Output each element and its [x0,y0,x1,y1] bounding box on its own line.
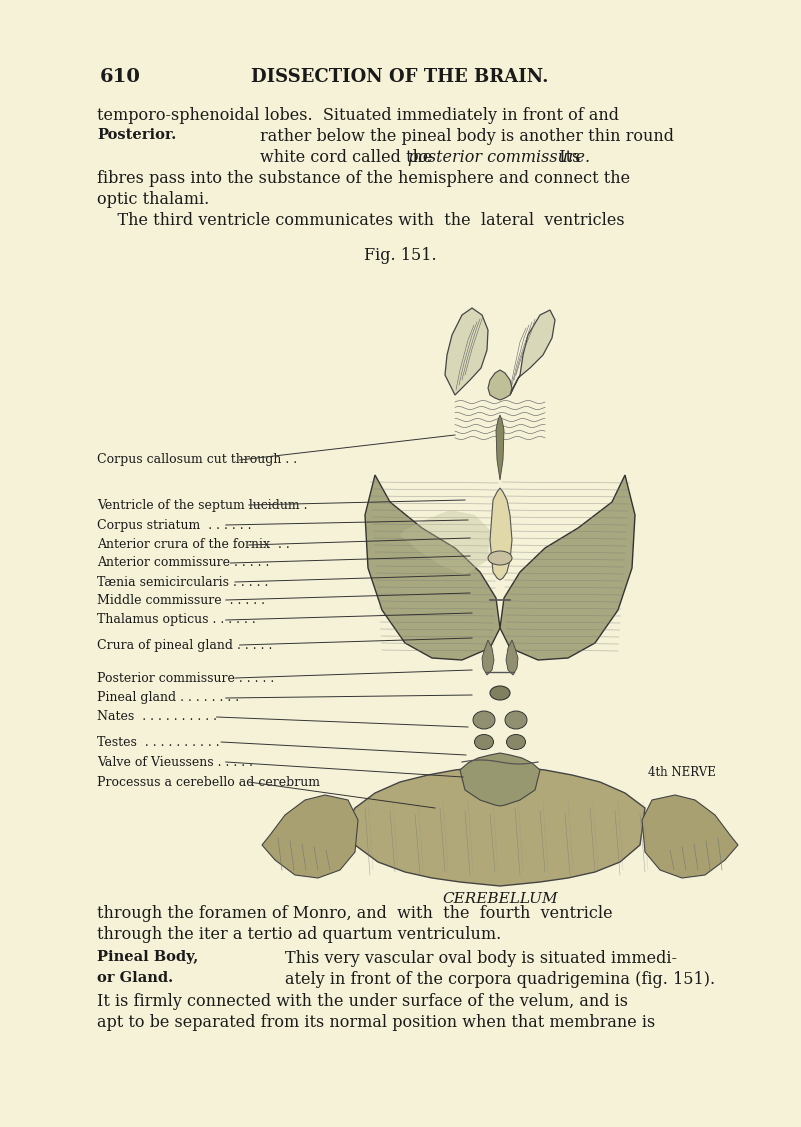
Text: It is firmly connected with the under surface of the velum, and is: It is firmly connected with the under su… [97,993,628,1010]
Text: The third ventricle communicates with  the  lateral  ventricles: The third ventricle communicates with th… [97,212,625,229]
Text: Middle commissure  . . . . .: Middle commissure . . . . . [97,594,265,606]
Text: 4th NERVE: 4th NERVE [648,765,716,779]
Ellipse shape [506,735,525,749]
Text: apt to be separated from its normal position when that membrane is: apt to be separated from its normal posi… [97,1014,655,1031]
Text: fibres pass into the substance of the hemisphere and connect the: fibres pass into the substance of the he… [97,170,630,187]
Text: Pineal gland . . . . . . . .: Pineal gland . . . . . . . . [97,692,239,704]
Text: Valve of Vieussens . . . . .: Valve of Vieussens . . . . . [97,755,253,769]
Polygon shape [642,795,738,878]
Text: Anterior crura of the fornix  . .: Anterior crura of the fornix . . [97,539,290,551]
Text: CEREBELLUM: CEREBELLUM [442,891,557,906]
Text: Processus a cerebello ad cerebrum: Processus a cerebello ad cerebrum [97,775,320,789]
Text: through the iter a tertio ad quartum ventriculum.: through the iter a tertio ad quartum ven… [97,926,501,943]
Polygon shape [488,370,512,400]
Text: Crura of pineal gland . . . . .: Crura of pineal gland . . . . . [97,639,272,651]
Polygon shape [482,640,494,675]
Polygon shape [460,753,540,806]
Text: ately in front of the corpora quadrigemina (fig. 151).: ately in front of the corpora quadrigemi… [285,971,715,988]
Ellipse shape [488,551,512,565]
Polygon shape [262,795,358,878]
Text: Anterior commissure . . . . .: Anterior commissure . . . . . [97,557,269,569]
Text: Pineal Body,: Pineal Body, [97,950,199,964]
Text: rather below the pineal body is another thin round: rather below the pineal body is another … [260,128,674,145]
Polygon shape [400,511,490,575]
Polygon shape [365,474,500,660]
Polygon shape [506,640,518,675]
Polygon shape [445,308,488,394]
Ellipse shape [474,735,493,749]
Ellipse shape [505,711,527,729]
Polygon shape [496,415,504,480]
Text: 610: 610 [100,68,141,86]
Text: Ventricle of the septum lucidum .: Ventricle of the septum lucidum . [97,498,308,512]
Text: Corpus striatum  . . . . . .: Corpus striatum . . . . . . [97,518,252,532]
Text: through the foramen of Monro, and  with  the  fourth  ventricle: through the foramen of Monro, and with t… [97,905,613,922]
Text: white cord called the: white cord called the [260,149,437,166]
Text: Its: Its [549,149,581,166]
Polygon shape [510,310,555,394]
Text: or Gland.: or Gland. [97,971,173,985]
Text: Tænia semicircularis . . . . .: Tænia semicircularis . . . . . [97,576,268,588]
Text: Testes  . . . . . . . . . .: Testes . . . . . . . . . . [97,736,219,748]
Text: temporo-sphenoidal lobes.  Situated immediately in front of and: temporo-sphenoidal lobes. Situated immed… [97,107,619,124]
Polygon shape [490,488,512,580]
Text: optic thalami.: optic thalami. [97,190,209,208]
Text: Posterior.: Posterior. [97,128,176,142]
Text: Nates  . . . . . . . . . .: Nates . . . . . . . . . . [97,710,217,724]
Text: Corpus callosum cut through . .: Corpus callosum cut through . . [97,453,297,467]
Text: Posterior commissure . . . . .: Posterior commissure . . . . . [97,672,274,684]
Polygon shape [500,474,635,660]
Text: Thalamus opticus . . . . . .: Thalamus opticus . . . . . . [97,613,256,627]
Text: Fig. 151.: Fig. 151. [364,247,437,264]
Text: DISSECTION OF THE BRAIN.: DISSECTION OF THE BRAIN. [252,68,549,86]
Ellipse shape [490,686,510,700]
Text: This very vascular oval body is situated immedi-: This very vascular oval body is situated… [285,950,677,967]
Polygon shape [345,765,645,886]
Text: posterior commissure.: posterior commissure. [408,149,590,166]
Ellipse shape [473,711,495,729]
